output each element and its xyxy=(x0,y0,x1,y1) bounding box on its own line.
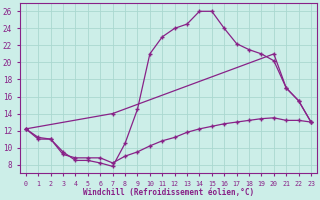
X-axis label: Windchill (Refroidissement éolien,°C): Windchill (Refroidissement éolien,°C) xyxy=(83,188,254,197)
